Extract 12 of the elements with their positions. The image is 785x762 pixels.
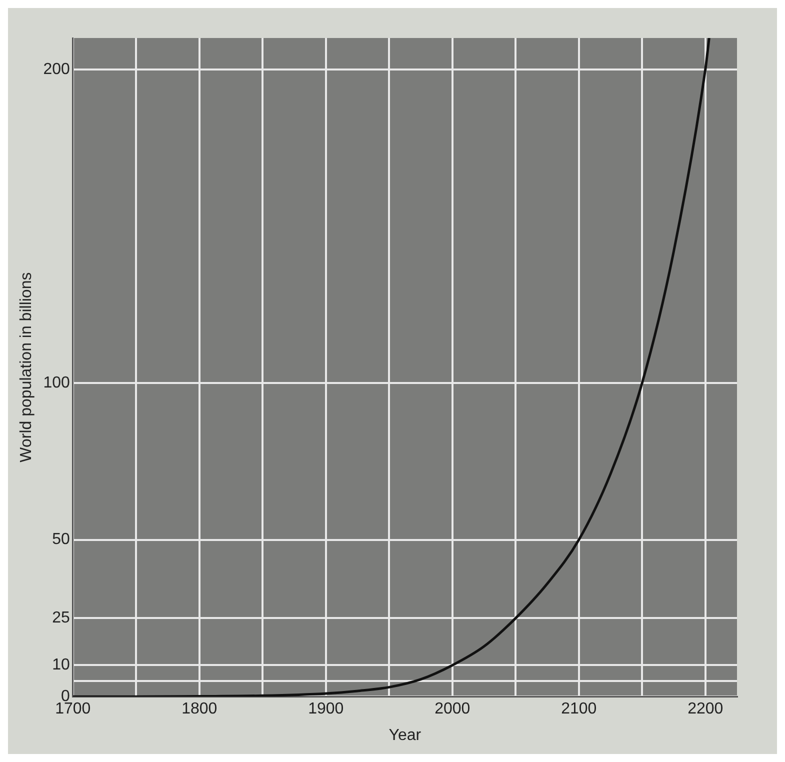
- x-tick-label: 2100: [561, 700, 597, 718]
- x-axis-title: Year: [388, 726, 422, 744]
- y-axis-title: World population in billions: [18, 272, 36, 462]
- x-tick-label: 2200: [688, 700, 724, 718]
- x-tick-label: 1800: [182, 700, 218, 718]
- y-tick-label: 10: [52, 656, 70, 674]
- x-tick-label: 2000: [434, 700, 470, 718]
- y-tick-label: 50: [52, 531, 70, 548]
- y-tick-label: 25: [52, 610, 70, 627]
- y-tick-label: 200: [43, 60, 70, 78]
- y-tick-label: 100: [43, 374, 70, 392]
- x-tick-label: 1900: [308, 700, 344, 718]
